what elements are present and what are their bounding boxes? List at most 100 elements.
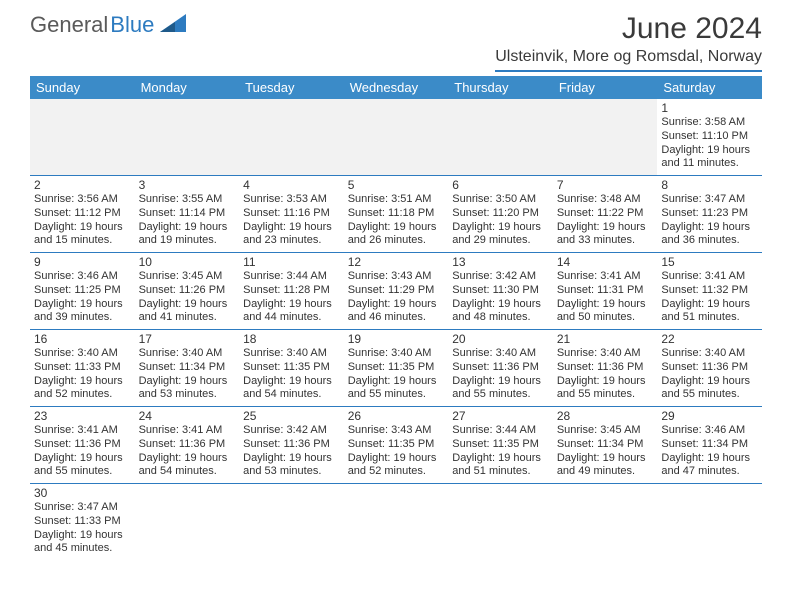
daylight-text-1: Daylight: 19 hours [34,221,131,235]
sunset-text: Sunset: 11:20 PM [452,207,549,221]
sunset-text: Sunset: 11:22 PM [557,207,654,221]
sunset-text: Sunset: 11:26 PM [139,284,236,298]
sunset-text: Sunset: 11:34 PM [557,438,654,452]
daylight-text-2: and 55 minutes. [348,388,445,402]
page-title: June 2024 [495,12,762,46]
calendar-cell [239,99,344,176]
day-number: 9 [34,255,131,269]
weekday-header: Friday [553,76,658,99]
sunset-text: Sunset: 11:35 PM [348,438,445,452]
calendar-cell: 22Sunrise: 3:40 AMSunset: 11:36 PMDaylig… [657,330,762,407]
calendar-cell: 9Sunrise: 3:46 AMSunset: 11:25 PMDayligh… [30,253,135,330]
calendar-cell: 21Sunrise: 3:40 AMSunset: 11:36 PMDaylig… [553,330,658,407]
calendar-cell [448,484,553,561]
daylight-text-2: and 55 minutes. [452,388,549,402]
daylight-text-1: Daylight: 19 hours [139,375,236,389]
sunset-text: Sunset: 11:23 PM [661,207,758,221]
day-details: Sunrise: 3:51 AMSunset: 11:18 PMDaylight… [348,193,445,248]
day-details: Sunrise: 3:43 AMSunset: 11:29 PMDaylight… [348,270,445,325]
daylight-text-2: and 39 minutes. [34,311,131,325]
day-details: Sunrise: 3:42 AMSunset: 11:30 PMDaylight… [452,270,549,325]
title-block: June 2024 Ulsteinvik, More og Romsdal, N… [495,12,762,72]
weekday-header: Thursday [448,76,553,99]
daylight-text-2: and 55 minutes. [557,388,654,402]
calendar-cell: 30Sunrise: 3:47 AMSunset: 11:33 PMDaylig… [30,484,135,561]
daylight-text-1: Daylight: 19 hours [452,375,549,389]
calendar-cell: 20Sunrise: 3:40 AMSunset: 11:36 PMDaylig… [448,330,553,407]
sunset-text: Sunset: 11:36 PM [557,361,654,375]
day-number: 23 [34,409,131,423]
sunset-text: Sunset: 11:18 PM [348,207,445,221]
daylight-text-2: and 36 minutes. [661,234,758,248]
daylight-text-2: and 33 minutes. [557,234,654,248]
sunrise-text: Sunrise: 3:45 AM [139,270,236,284]
daylight-text-1: Daylight: 19 hours [661,144,758,158]
weekday-header: Wednesday [344,76,449,99]
sunrise-text: Sunrise: 3:46 AM [661,424,758,438]
location-text: Ulsteinvik, More og Romsdal, Norway [495,48,762,72]
day-details: Sunrise: 3:58 AMSunset: 11:10 PMDaylight… [661,116,758,171]
calendar-cell [448,99,553,176]
logo-text-blue: Blue [110,12,154,38]
sunrise-text: Sunrise: 3:40 AM [348,347,445,361]
sunrise-text: Sunrise: 3:55 AM [139,193,236,207]
calendar-cell: 6Sunrise: 3:50 AMSunset: 11:20 PMDayligh… [448,176,553,253]
sunrise-text: Sunrise: 3:41 AM [139,424,236,438]
daylight-text-1: Daylight: 19 hours [348,452,445,466]
daylight-text-2: and 53 minutes. [243,465,340,479]
weekday-header-row: Sunday Monday Tuesday Wednesday Thursday… [30,76,762,99]
daylight-text-1: Daylight: 19 hours [139,452,236,466]
sunset-text: Sunset: 11:35 PM [243,361,340,375]
sunset-text: Sunset: 11:25 PM [34,284,131,298]
day-details: Sunrise: 3:44 AMSunset: 11:35 PMDaylight… [452,424,549,479]
daylight-text-1: Daylight: 19 hours [139,221,236,235]
header: GeneralBlue June 2024 Ulsteinvik, More o… [0,0,792,76]
sunset-text: Sunset: 11:36 PM [34,438,131,452]
calendar-cell: 28Sunrise: 3:45 AMSunset: 11:34 PMDaylig… [553,407,658,484]
calendar-cell [553,484,658,561]
day-details: Sunrise: 3:48 AMSunset: 11:22 PMDaylight… [557,193,654,248]
calendar-cell [239,484,344,561]
daylight-text-1: Daylight: 19 hours [661,375,758,389]
calendar-cell [135,484,240,561]
sunrise-text: Sunrise: 3:47 AM [661,193,758,207]
day-number: 18 [243,332,340,346]
sunset-text: Sunset: 11:29 PM [348,284,445,298]
triangle-icon [160,12,186,38]
daylight-text-1: Daylight: 19 hours [661,452,758,466]
daylight-text-2: and 26 minutes. [348,234,445,248]
day-details: Sunrise: 3:45 AMSunset: 11:26 PMDaylight… [139,270,236,325]
daylight-text-1: Daylight: 19 hours [348,221,445,235]
daylight-text-1: Daylight: 19 hours [34,375,131,389]
day-number: 10 [139,255,236,269]
day-details: Sunrise: 3:47 AMSunset: 11:23 PMDaylight… [661,193,758,248]
daylight-text-1: Daylight: 19 hours [34,452,131,466]
daylight-text-1: Daylight: 19 hours [661,298,758,312]
daylight-text-1: Daylight: 19 hours [452,221,549,235]
day-details: Sunrise: 3:41 AMSunset: 11:32 PMDaylight… [661,270,758,325]
calendar-cell: 16Sunrise: 3:40 AMSunset: 11:33 PMDaylig… [30,330,135,407]
day-number: 21 [557,332,654,346]
day-number: 1 [661,101,758,115]
logo: GeneralBlue [30,12,186,38]
daylight-text-2: and 29 minutes. [452,234,549,248]
sunset-text: Sunset: 11:36 PM [452,361,549,375]
day-details: Sunrise: 3:56 AMSunset: 11:12 PMDaylight… [34,193,131,248]
calendar-cell: 25Sunrise: 3:42 AMSunset: 11:36 PMDaylig… [239,407,344,484]
day-details: Sunrise: 3:40 AMSunset: 11:36 PMDaylight… [557,347,654,402]
day-details: Sunrise: 3:41 AMSunset: 11:36 PMDaylight… [139,424,236,479]
calendar-week-row: 30Sunrise: 3:47 AMSunset: 11:33 PMDaylig… [30,484,762,561]
daylight-text-1: Daylight: 19 hours [452,452,549,466]
day-number: 22 [661,332,758,346]
sunrise-text: Sunrise: 3:56 AM [34,193,131,207]
calendar-cell: 8Sunrise: 3:47 AMSunset: 11:23 PMDayligh… [657,176,762,253]
sunrise-text: Sunrise: 3:50 AM [452,193,549,207]
sunset-text: Sunset: 11:35 PM [452,438,549,452]
sunrise-text: Sunrise: 3:44 AM [243,270,340,284]
day-details: Sunrise: 3:41 AMSunset: 11:36 PMDaylight… [34,424,131,479]
day-number: 7 [557,178,654,192]
calendar-week-row: 2Sunrise: 3:56 AMSunset: 11:12 PMDayligh… [30,176,762,253]
sunset-text: Sunset: 11:14 PM [139,207,236,221]
day-number: 3 [139,178,236,192]
sunrise-text: Sunrise: 3:41 AM [661,270,758,284]
